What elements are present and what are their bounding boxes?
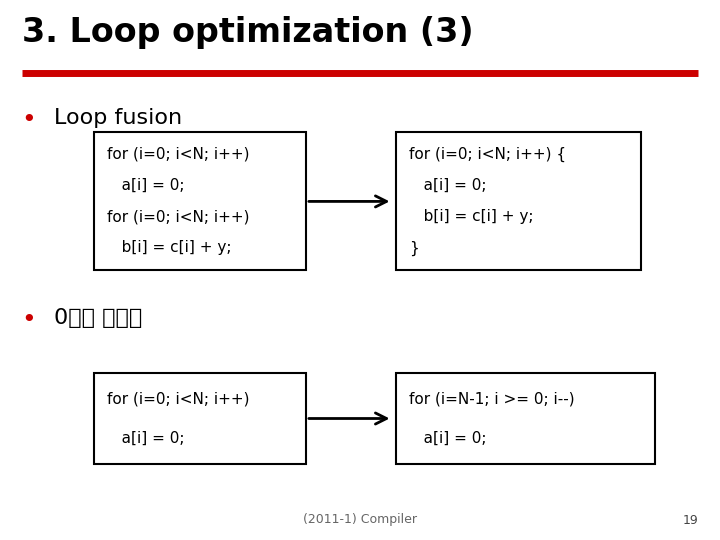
Text: 0으로 카운트: 0으로 카운트 bbox=[54, 308, 143, 328]
Text: for (i=0; i<N; i++): for (i=0; i<N; i++) bbox=[107, 392, 249, 406]
Text: •: • bbox=[22, 308, 36, 332]
Text: for (i=0; i<N; i++): for (i=0; i<N; i++) bbox=[107, 209, 249, 224]
Text: for (i=N-1; i >= 0; i--): for (i=N-1; i >= 0; i--) bbox=[409, 392, 575, 406]
Text: a[i] = 0;: a[i] = 0; bbox=[409, 431, 487, 445]
Text: a[i] = 0;: a[i] = 0; bbox=[107, 431, 184, 445]
Text: •: • bbox=[22, 108, 36, 132]
Text: a[i] = 0;: a[i] = 0; bbox=[107, 178, 184, 193]
Text: b[i] = c[i] + y;: b[i] = c[i] + y; bbox=[107, 240, 231, 255]
Text: Loop fusion: Loop fusion bbox=[54, 108, 182, 128]
Bar bbox=[396, 132, 641, 270]
Text: 3. Loop optimization (3): 3. Loop optimization (3) bbox=[22, 16, 473, 49]
Text: for (i=0; i<N; i++): for (i=0; i<N; i++) bbox=[107, 147, 249, 162]
Text: }: } bbox=[409, 240, 419, 255]
Text: (2011-1) Compiler: (2011-1) Compiler bbox=[303, 514, 417, 526]
Bar bbox=[94, 132, 306, 270]
Bar bbox=[396, 373, 655, 464]
Bar bbox=[94, 373, 306, 464]
Text: b[i] = c[i] + y;: b[i] = c[i] + y; bbox=[409, 209, 534, 224]
Text: for (i=0; i<N; i++) {: for (i=0; i<N; i++) { bbox=[409, 147, 566, 162]
Text: 19: 19 bbox=[683, 514, 698, 526]
Text: a[i] = 0;: a[i] = 0; bbox=[409, 178, 487, 193]
